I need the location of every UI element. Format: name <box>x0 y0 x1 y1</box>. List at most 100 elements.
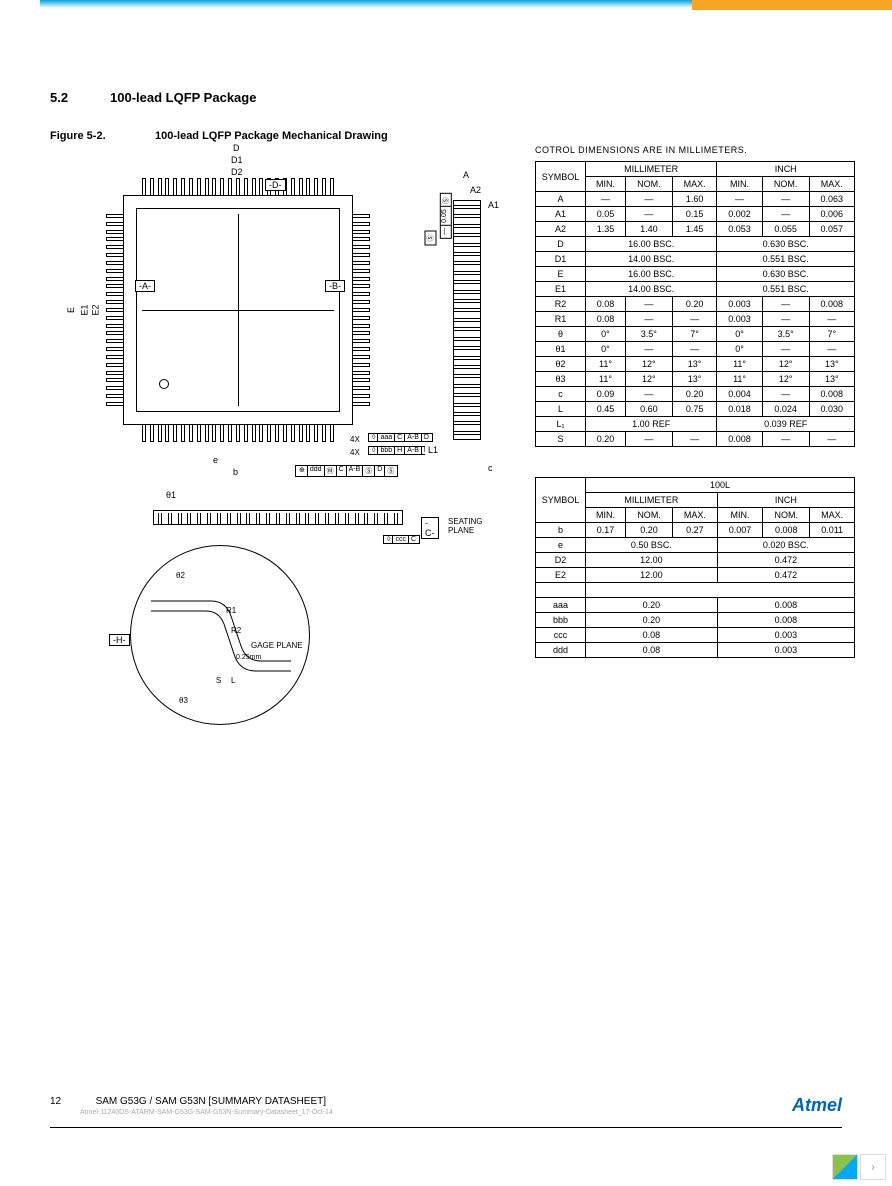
cell-mm: — <box>672 342 717 357</box>
doc-subtitle: Atmel-11240DS-ATARM-SAM-G53G-SAM-G53N-Su… <box>80 1109 333 1116</box>
cell-in: 0.020 BSC. <box>717 538 854 553</box>
table-note: COTROL DIMENSIONS ARE IN MILLIMETERS. <box>535 145 855 155</box>
cell-in: 0.057 <box>809 222 854 237</box>
cell-mm: — <box>625 297 672 312</box>
cell-in: — <box>762 192 809 207</box>
th-inch: INCH <box>717 162 855 177</box>
table-row: θ211°12°13°11°12°13° <box>536 357 855 372</box>
cell-in: 12° <box>762 357 809 372</box>
cell-in: 0.053 <box>717 222 762 237</box>
dim-E2: E2 <box>91 301 101 318</box>
dim-D1: D1 <box>228 155 246 165</box>
cell-blank <box>586 583 855 598</box>
L-label: L <box>231 676 235 685</box>
cell-mm: 0.20 <box>672 297 717 312</box>
pins-bottom <box>142 424 334 442</box>
package-body <box>136 208 340 412</box>
tolerance-aaa: ◊aaaCA-BD <box>368 433 433 442</box>
cell-in: 0.008 <box>717 613 854 628</box>
table-row: ccc0.080.003 <box>536 628 855 643</box>
pin1-indicator <box>159 379 169 389</box>
cell-mm: 0.08 <box>586 312 626 327</box>
mechanical-drawing: D D1 D2 -D- -A- -B- E E1 E2 e b 4X ◊aaaC… <box>70 145 490 705</box>
tolerance-ccc: ◊cccC <box>383 535 420 544</box>
th-sub: NOM. <box>762 177 809 192</box>
cell-in: 0.004 <box>717 387 762 402</box>
cell-mm: 0.60 <box>625 402 672 417</box>
cell-in: 0.018 <box>717 402 762 417</box>
dim-D: D <box>230 143 243 153</box>
side-profile: A A2 A1 —0.05Ⓢ L1 c Ⓢ <box>445 170 490 450</box>
cell-mm: 0.08 <box>586 628 718 643</box>
pins-left <box>106 214 124 406</box>
cell-mm: 0.17 <box>586 523 626 538</box>
cell-symbol: E1 <box>536 282 586 297</box>
cell-in: — <box>762 432 809 447</box>
cell-symbol: A2 <box>536 222 586 237</box>
datum-A: -A- <box>135 280 155 292</box>
th2-symbol: SYMBOL <box>536 478 586 523</box>
th-sub: MAX. <box>673 508 718 523</box>
cell-mm: 0.50 BSC. <box>586 538 718 553</box>
cell-symbol: aaa <box>536 598 586 613</box>
cell-in: — <box>809 342 854 357</box>
table-row: A——1.60——0.063 <box>536 192 855 207</box>
cell-in: 11° <box>717 357 762 372</box>
page-number: 12 <box>50 1096 61 1107</box>
cell-in: — <box>809 312 854 327</box>
th-sub: MAX. <box>672 177 717 192</box>
gage-plane-label: GAGE PLANE <box>251 641 303 650</box>
cell-mm: 0.45 <box>586 402 626 417</box>
cell-in: 0.024 <box>762 402 809 417</box>
dim-A: A <box>460 170 472 180</box>
dim-D2: D2 <box>228 167 246 177</box>
cell-mm: 13° <box>672 372 717 387</box>
cell-mm: 14.00 BSC. <box>586 252 717 267</box>
table-row: D16.00 BSC.0.630 BSC. <box>536 237 855 252</box>
th-sub: MIN. <box>717 177 762 192</box>
cell-symbol: L₁ <box>536 417 586 432</box>
cell-in: 0.030 <box>809 402 854 417</box>
nav-next-button[interactable]: › <box>860 1154 886 1180</box>
dim-L1: L1 <box>425 445 441 455</box>
cell-symbol: D2 <box>536 553 586 568</box>
cell-in: 0.472 <box>717 568 854 583</box>
cell-symbol: θ2 <box>536 357 586 372</box>
cell-in: 0.039 REF <box>717 417 855 432</box>
cell-in: 0.003 <box>717 297 762 312</box>
cell-mm: 0.75 <box>672 402 717 417</box>
cell-in: 0.011 <box>810 523 855 538</box>
cell-in: — <box>717 192 762 207</box>
th-sub: MAX. <box>810 508 855 523</box>
datum-D: -D- <box>265 179 286 191</box>
cell-in: 0.003 <box>717 643 854 658</box>
tolerance-ddd: ⊕dddⓂCA-BⓈDⓈ <box>295 465 398 477</box>
table-row: A10.05—0.150.002—0.006 <box>536 207 855 222</box>
tolerance-corner: —0.05Ⓢ <box>440 193 452 239</box>
table-row: R20.08—0.200.003—0.008 <box>536 297 855 312</box>
cell-mm: 0° <box>586 342 626 357</box>
nav-app-icon[interactable] <box>832 1154 858 1180</box>
cell-symbol: bbb <box>536 613 586 628</box>
cell-in: — <box>762 207 809 222</box>
tolerance-bbb: ◊bbbHA-BD <box>368 446 433 455</box>
top-gradient-bar <box>40 0 892 8</box>
S-label: S <box>216 676 221 685</box>
th2-100L: 100L <box>586 478 855 493</box>
cell-mm: 12.00 <box>586 553 718 568</box>
table-row: S0.20——0.008—— <box>536 432 855 447</box>
cell-in: 0.008 <box>809 387 854 402</box>
cell-mm: 0.20 <box>586 613 718 628</box>
dim-e: e <box>210 455 221 465</box>
table-row: E114.00 BSC.0.551 BSC. <box>536 282 855 297</box>
cell-in: — <box>762 312 809 327</box>
4x-label-a: 4X <box>350 435 360 444</box>
table-row: θ0°3.5°7°0°3.5°7° <box>536 327 855 342</box>
side-pins <box>453 205 481 435</box>
tolerance-S: Ⓢ <box>425 231 437 246</box>
table-row: L0.450.600.750.0180.0240.030 <box>536 402 855 417</box>
table-row: θ10°——0°—— <box>536 342 855 357</box>
cell-mm: — <box>625 432 672 447</box>
cell-in: 7° <box>809 327 854 342</box>
section-number: 5.2 <box>50 90 68 105</box>
